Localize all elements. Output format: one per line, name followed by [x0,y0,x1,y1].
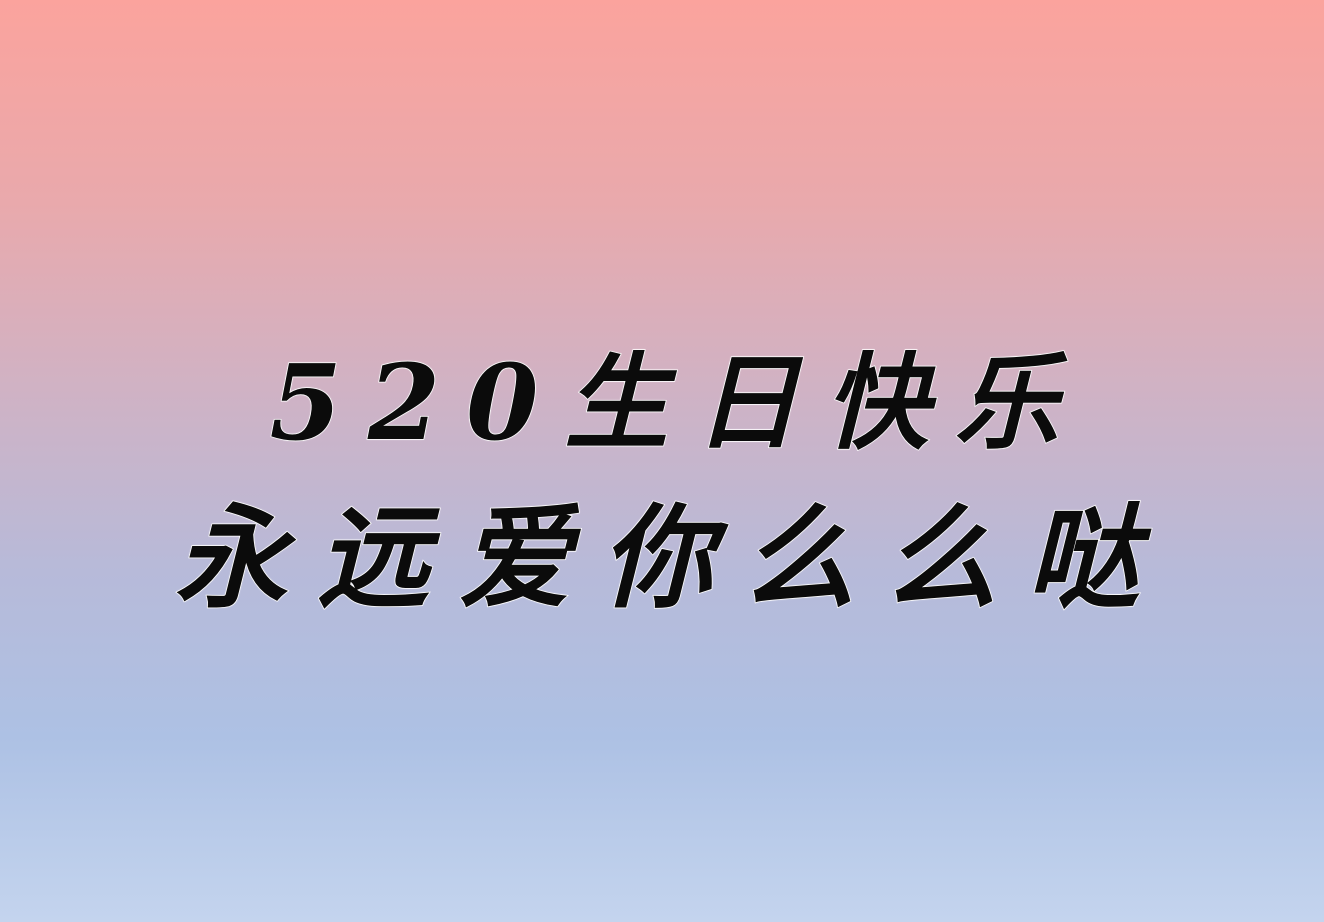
greeting-line-2: 永远爱你么么哒 [174,492,1169,625]
greeting-line-1: 520生日快乐 [269,340,1085,465]
